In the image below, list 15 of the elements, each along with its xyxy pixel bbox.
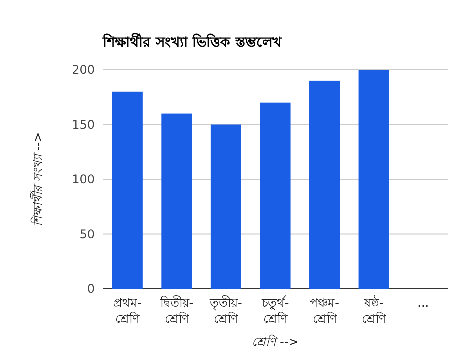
- y-tick-label: 150: [72, 118, 95, 132]
- x-axis-title: শ্রেণি -->: [252, 334, 299, 349]
- x-tick-label: তৃতীয়-শ্রেণি: [209, 296, 242, 326]
- x-tick-label: পঞ্চম-শ্রেণি: [310, 296, 340, 326]
- x-tick-label: চতুর্থ-শ্রেণি: [260, 296, 290, 326]
- y-tick-label: 100: [72, 172, 95, 186]
- x-tick-label: প্রথম-শ্রেণি: [113, 296, 142, 326]
- chart-title: শিক্ষার্থীর সংখ্যা ভিত্তিক স্তম্ভলেখ: [102, 33, 283, 51]
- y-tick-label: 200: [72, 63, 95, 77]
- x-tick-label: ...: [418, 296, 430, 310]
- x-tick-label: দ্বিতীয়-শ্রেণি: [159, 296, 194, 326]
- y-tick-label: 50: [80, 227, 95, 242]
- x-tick-label: ষষ্ঠ-শ্রেণি: [362, 296, 388, 326]
- y-tick-label: 0: [87, 282, 95, 296]
- y-axis-title: শিক্ষার্থীর সংখ্যা -->: [30, 132, 45, 227]
